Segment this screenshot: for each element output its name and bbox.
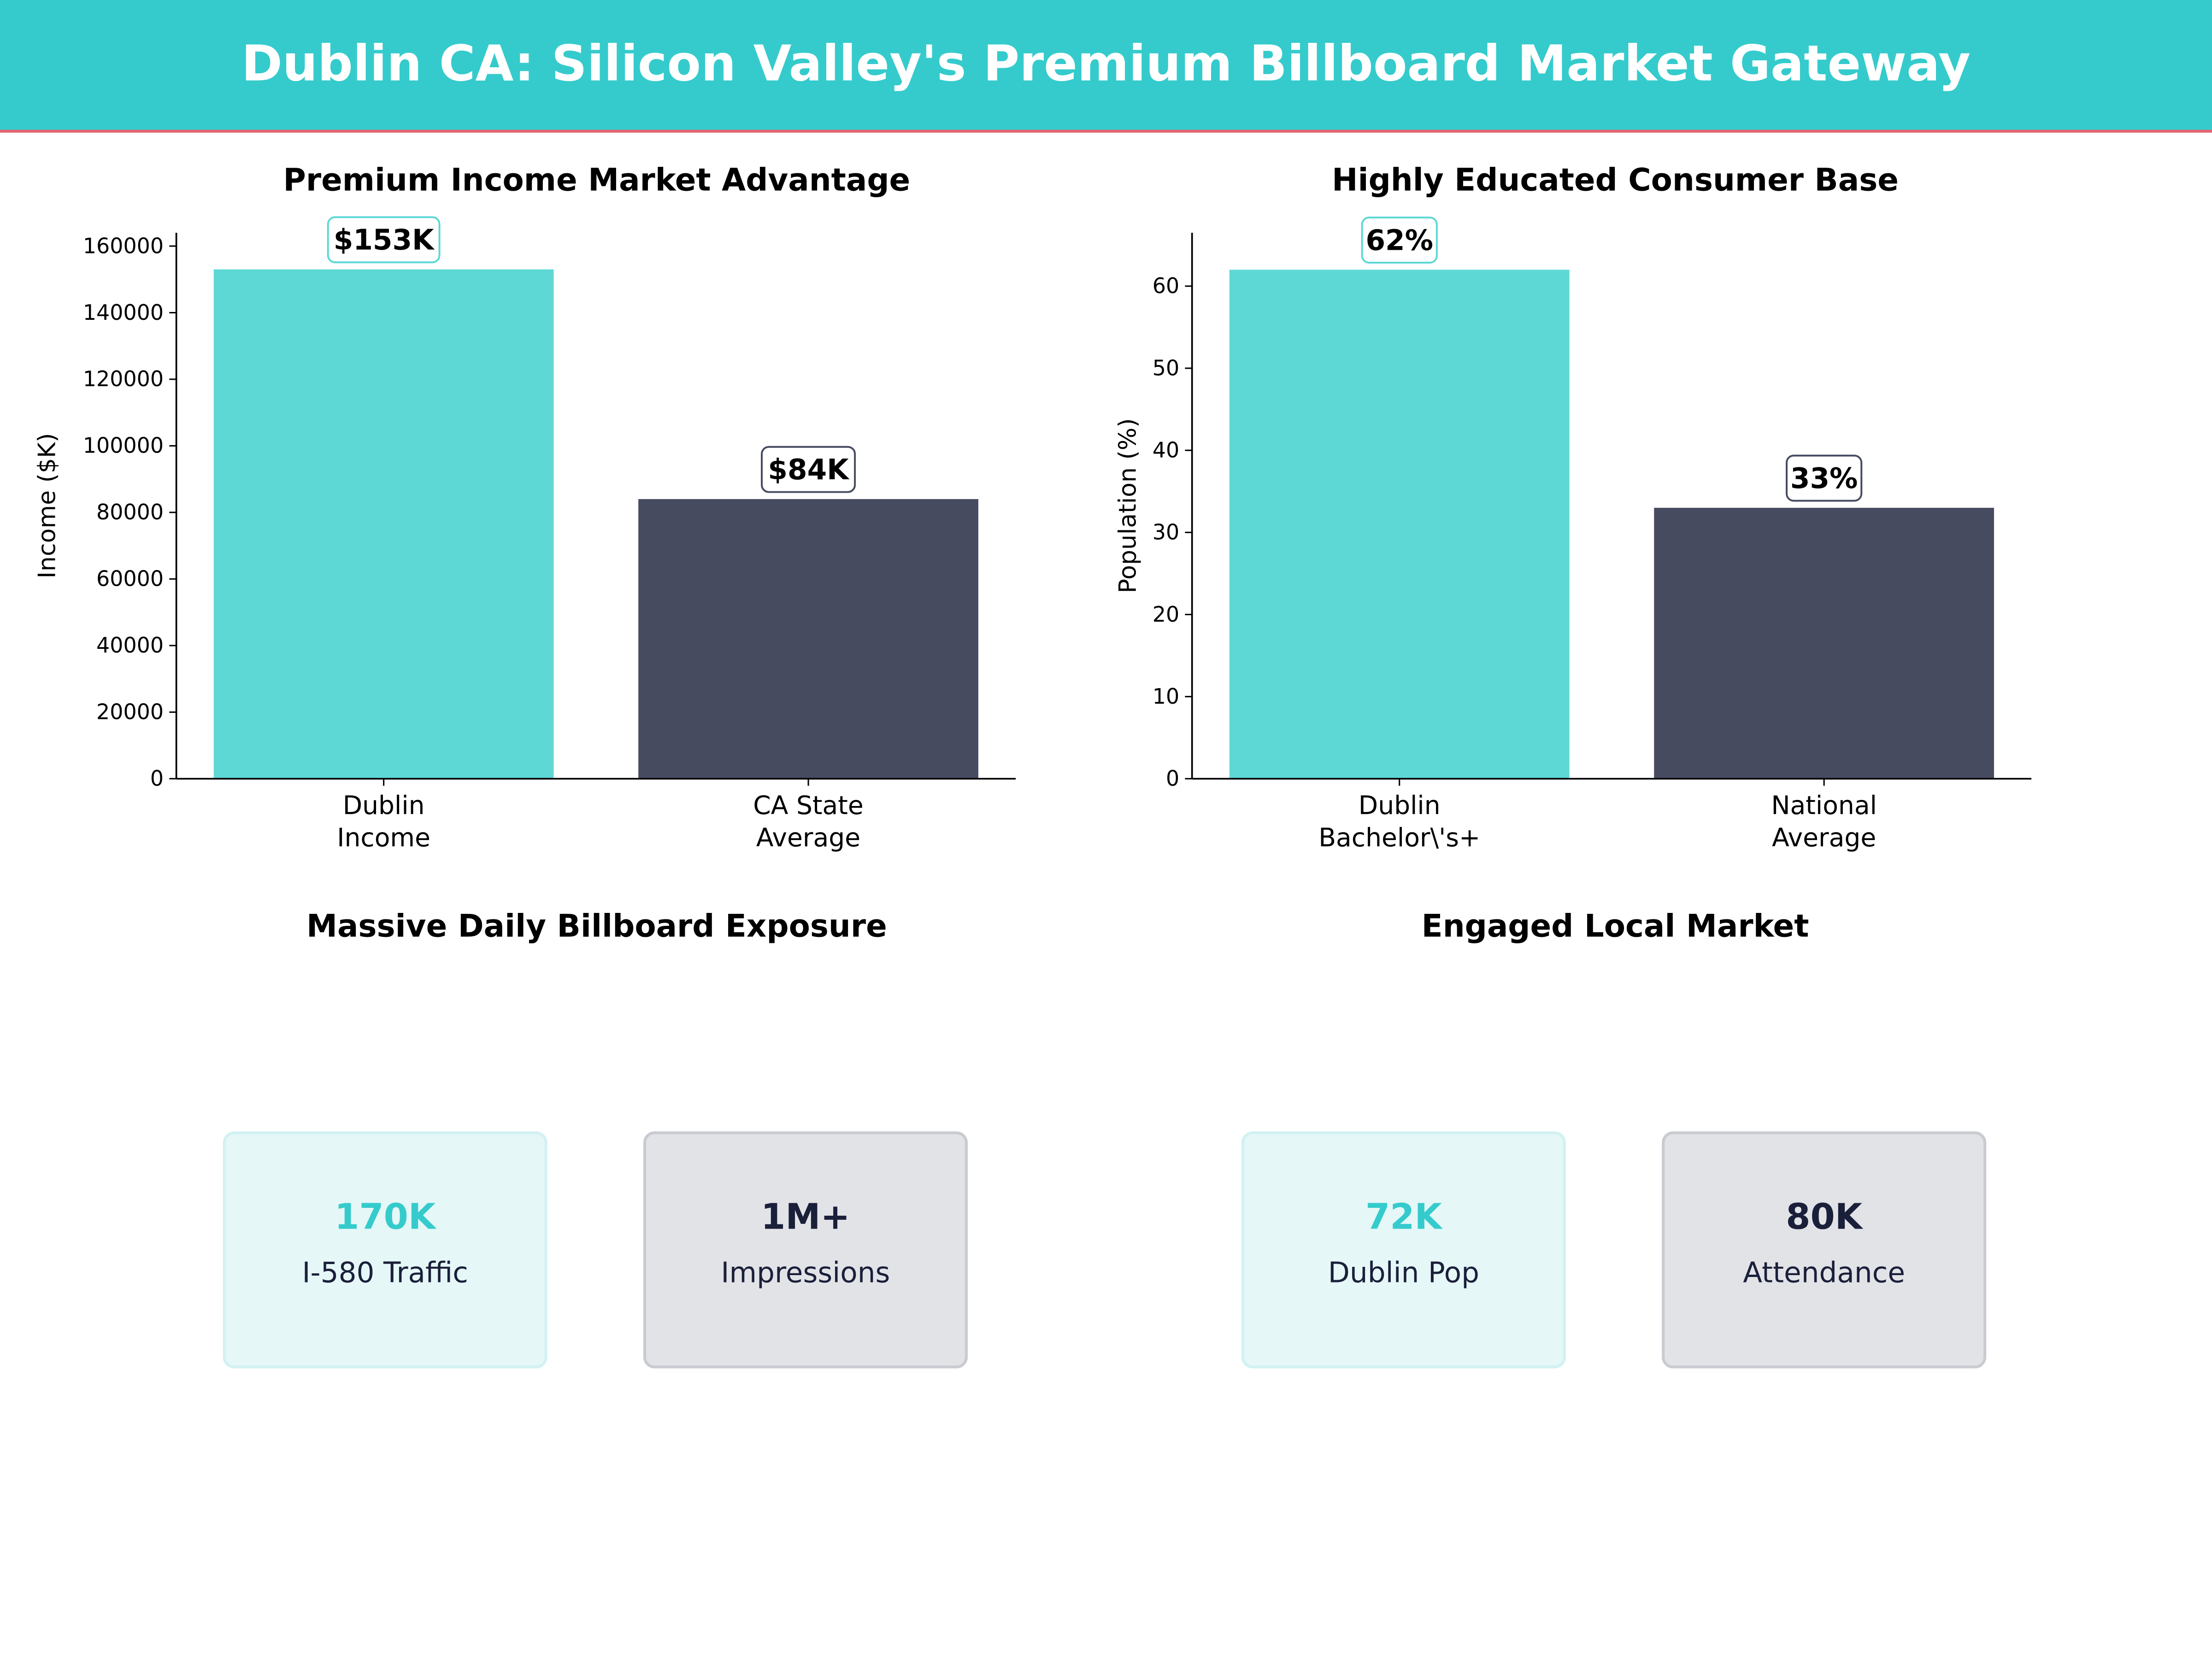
bar [638,499,978,779]
header-banner: Dublin CA: Silicon Valley's Premium Bill… [0,0,2212,133]
y-tick-label: 140000 [83,300,164,325]
stat-label: I-580 Traffic [302,1255,468,1289]
data-label: $84K [768,453,850,486]
x-tick-label: CA State [753,790,864,820]
bar [1654,507,1994,779]
y-tick-label: 20 [1153,602,1179,627]
data-label-box [1361,217,1438,264]
x-tick-label: Average [756,823,860,853]
panel-title-local-market: Engaged Local Market [1421,910,1809,946]
stat-value: 170K [335,1196,436,1237]
x-tick-label: Average [1772,823,1876,853]
x-tick-label: Income [337,823,430,853]
y-tick-label: 60000 [96,566,164,591]
y-tick-label: 160000 [83,233,164,258]
y-tick-label: 20000 [96,700,164,724]
x-tick-label: Dublin [343,790,425,820]
y-tick-label: 40 [1153,437,1179,462]
x-tick-label: Dublin [1359,790,1441,820]
stat-card-population: 72K Dublin Pop [1241,1131,1566,1369]
data-label: 62% [1365,224,1433,257]
y-tick-label: 0 [150,766,164,791]
stat-value: 72K [1365,1196,1442,1237]
chart-title-education: Highly Educated Consumer Base [1332,164,1899,199]
y-tick-label: 40000 [96,633,164,658]
stat-value: 1M+ [761,1196,850,1237]
stat-card-attendance: 80K Attendance [1662,1131,1987,1369]
panel-title-exposure: Massive Daily Billboard Exposure [306,910,887,946]
data-label-box [761,446,856,493]
y-tick-label: 50 [1153,355,1179,380]
y-tick-label: 60 [1153,273,1179,298]
data-label-box [1786,454,1863,502]
y-tick-label: 30 [1153,520,1179,545]
y-tick-label: 0 [1166,766,1179,791]
stat-label: Impressions [721,1255,890,1289]
data-label: 33% [1790,462,1858,495]
chart-title-income: Premium Income Market Advantage [283,164,911,199]
x-tick-label: National [1771,790,1877,820]
page-title: Dublin CA: Silicon Valley's Premium Bill… [241,36,1971,94]
y-axis-label: Population (%) [1114,418,1141,593]
y-tick-label: 100000 [83,433,164,458]
data-label-box [327,216,441,264]
y-tick-label: 120000 [83,366,164,391]
stat-card-traffic: 170K I-580 Traffic [223,1131,547,1369]
x-tick-label: Bachelor\'s+ [1318,823,1480,853]
stat-card-impressions: 1M+ Impressions [643,1131,968,1369]
y-tick-label: 10 [1153,684,1179,709]
bar [213,269,554,779]
data-label: $153K [334,224,435,257]
stat-label: Dublin Pop [1328,1255,1479,1289]
stat-label: Attendance [1743,1255,1906,1289]
y-tick-label: 80000 [96,500,164,524]
stat-value: 80K [1786,1196,1863,1237]
y-axis-label: Income ($K) [33,433,61,579]
bar [1229,270,1570,779]
